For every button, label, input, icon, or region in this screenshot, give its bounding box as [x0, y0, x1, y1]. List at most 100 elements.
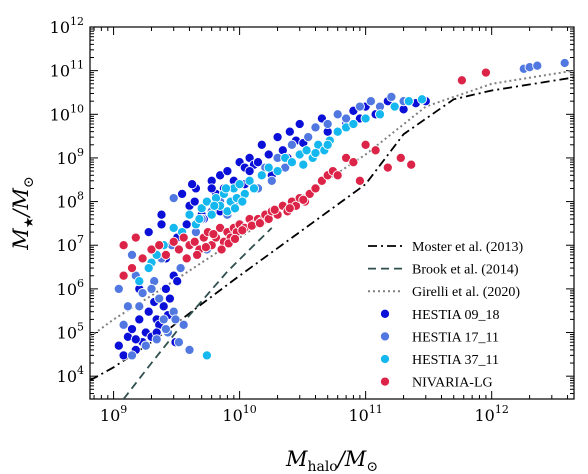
data-point	[348, 157, 359, 168]
data-point	[234, 179, 245, 190]
data-point	[286, 139, 297, 150]
data-point	[178, 232, 189, 243]
scatter-points	[113, 57, 570, 361]
data-point	[164, 293, 175, 304]
x-tick-label: 109	[100, 403, 127, 425]
data-point	[332, 170, 343, 181]
data-point	[170, 314, 181, 325]
legend-entry: HESTIA 09_18	[412, 308, 500, 323]
data-point	[310, 122, 321, 133]
data-point	[140, 340, 151, 351]
data-point	[208, 229, 219, 240]
data-point	[272, 132, 283, 143]
y-tick-label: 104	[57, 364, 84, 386]
data-point	[130, 232, 141, 243]
data-point	[389, 101, 400, 112]
data-point	[189, 236, 200, 247]
data-point	[254, 218, 265, 229]
data-point	[158, 314, 169, 325]
data-point	[122, 301, 133, 312]
data-point	[194, 213, 205, 225]
data-point	[354, 175, 365, 186]
data-point	[322, 118, 333, 130]
data-point	[154, 240, 165, 251]
data-point	[252, 157, 264, 168]
legend-marker	[379, 376, 391, 387]
model-lines	[90, 69, 574, 399]
x-tick-label: 1011	[348, 403, 382, 425]
data-point	[118, 270, 129, 281]
data-point	[216, 244, 227, 255]
data-point	[143, 306, 154, 317]
data-point	[370, 145, 381, 156]
data-point	[160, 324, 171, 335]
data-point	[354, 101, 365, 112]
data-point	[266, 175, 277, 186]
y-tick-label: 1011	[50, 59, 84, 81]
legend-entry: Girelli et al. (2020)	[412, 285, 520, 300]
data-point	[143, 227, 154, 238]
data-point	[310, 147, 321, 159]
data-point	[284, 203, 295, 214]
data-point	[172, 276, 183, 287]
data-point	[301, 145, 312, 156]
data-point	[341, 152, 352, 163]
legend-entry: NIVARIA-LG	[412, 376, 493, 391]
data-point	[158, 301, 169, 312]
data-point	[263, 162, 274, 173]
data-point	[237, 196, 248, 207]
y-tick-label: 1010	[50, 102, 84, 124]
data-point	[248, 183, 260, 194]
data-point	[168, 236, 179, 247]
data-point	[286, 157, 297, 168]
data-point	[118, 240, 129, 251]
data-point	[403, 96, 414, 107]
model-line	[122, 227, 273, 399]
data-point	[160, 249, 171, 260]
tick-labels: 109 1010 1011 1012 104 105 106 107 108 109 1010 101…	[50, 15, 509, 425]
legend-marker	[379, 308, 391, 319]
data-point	[206, 209, 217, 220]
data-point	[374, 109, 386, 120]
data-point	[256, 170, 267, 181]
data-point	[134, 276, 145, 287]
data-point	[294, 118, 305, 130]
data-point	[118, 319, 129, 330]
data-point	[189, 196, 200, 207]
legend-marker	[379, 353, 391, 365]
data-point	[126, 263, 138, 274]
data-point	[332, 109, 343, 120]
data-point	[201, 350, 212, 361]
data-point	[269, 204, 280, 215]
y-tick-label: 1012	[50, 15, 84, 37]
legend-entry: HESTIA 37_11	[412, 353, 499, 368]
data-point	[137, 288, 148, 299]
data-point	[244, 166, 255, 177]
data-point	[244, 175, 255, 186]
legend-entry: HESTIA 17_11	[412, 330, 499, 345]
data-point	[173, 337, 184, 348]
data-point	[137, 253, 148, 264]
data-point	[184, 209, 195, 220]
data-point	[113, 283, 124, 294]
data-point	[237, 225, 248, 236]
data-point	[532, 60, 543, 71]
data-point	[284, 126, 295, 137]
data-point	[303, 132, 314, 143]
data-point	[206, 183, 217, 194]
data-point	[480, 67, 491, 78]
data-point	[151, 334, 162, 345]
data-point	[173, 244, 184, 255]
y-tick-label: 105	[57, 321, 84, 343]
data-point	[126, 249, 138, 260]
data-point	[395, 152, 406, 163]
y-axis-title: M★/M⊙	[9, 176, 37, 250]
y-tick-label: 108	[57, 190, 84, 212]
data-point	[146, 283, 157, 294]
data-point	[168, 222, 179, 233]
data-point	[192, 249, 203, 260]
data-point	[187, 179, 198, 190]
data-point	[360, 139, 371, 150]
data-point	[209, 200, 220, 211]
